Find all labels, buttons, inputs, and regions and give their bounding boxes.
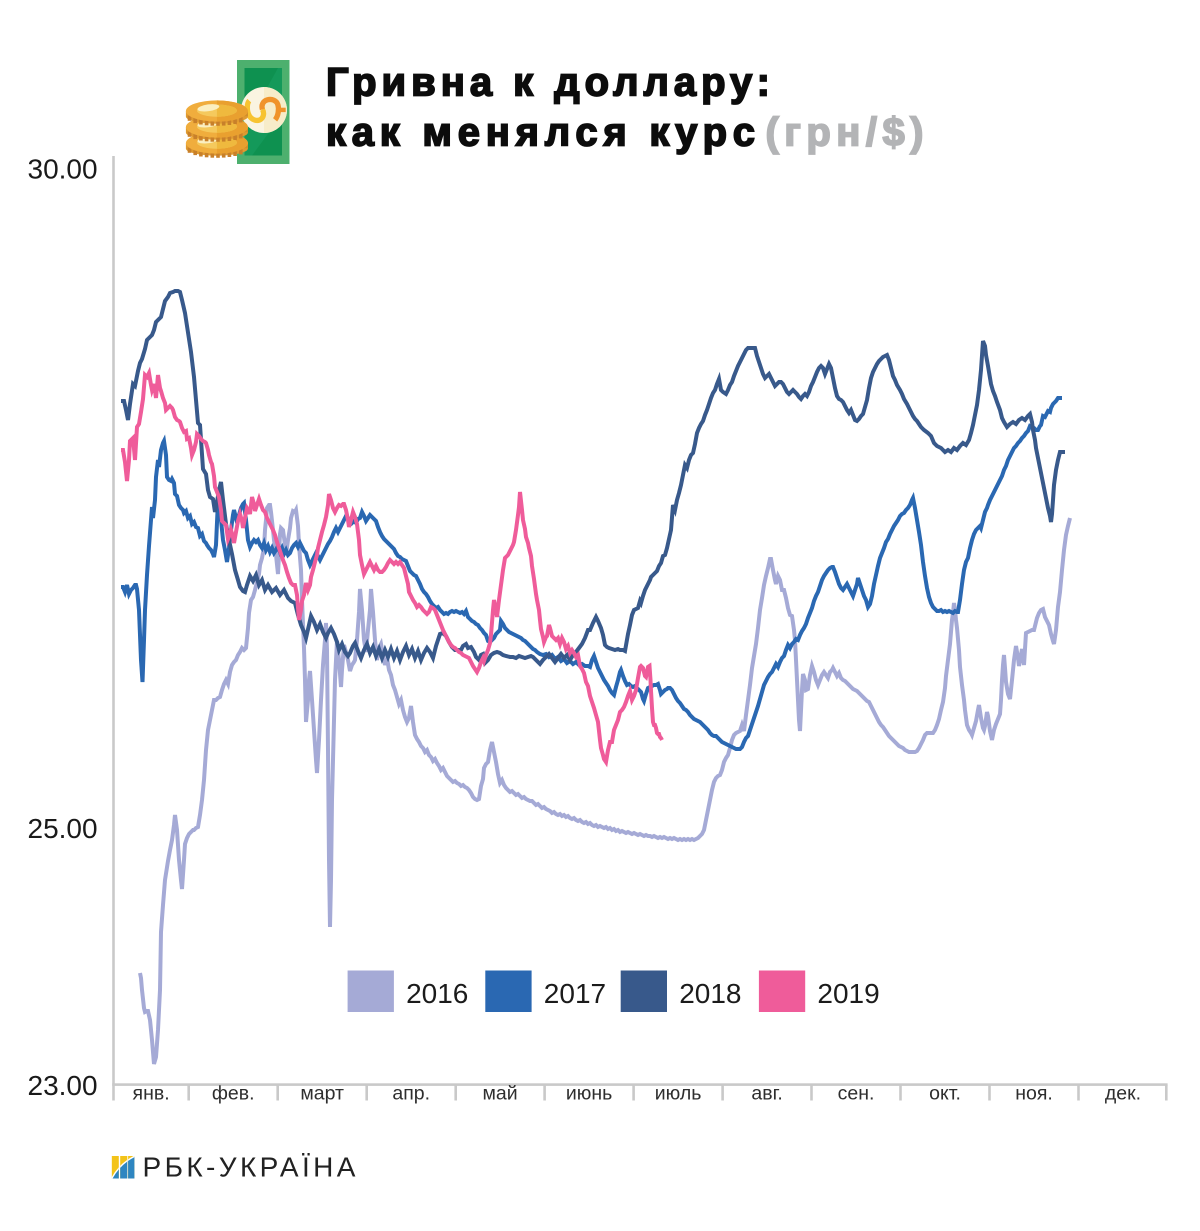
svg-text:янв.: янв. [133,1083,170,1105]
svg-text:июль: июль [655,1083,702,1105]
svg-text:ноя.: ноя. [1015,1083,1053,1105]
svg-text:(грн/$): (грн/$) [766,111,924,155]
svg-text:фев.: фев. [212,1083,255,1105]
svg-text:Гривна к доллару:: Гривна к доллару: [326,61,770,105]
svg-text:30.00: 30.00 [28,154,98,185]
svg-text:25.00: 25.00 [28,813,98,844]
svg-text:май: май [483,1083,518,1105]
svg-text:2016: 2016 [406,978,468,1009]
svg-text:сен.: сен. [838,1083,875,1105]
svg-text:дек.: дек. [1105,1083,1141,1105]
svg-text:2017: 2017 [544,978,606,1009]
svg-text:окт.: окт. [929,1083,961,1105]
svg-text:авг.: авг. [751,1083,782,1105]
svg-text:июнь: июнь [566,1083,612,1105]
svg-text:РБК-УКРАЇНА: РБК-УКРАЇНА [143,1151,359,1182]
svg-text:2019: 2019 [817,978,879,1009]
svg-text:23.00: 23.00 [28,1070,98,1101]
svg-text:2018: 2018 [679,978,741,1009]
svg-text:март: март [300,1083,344,1105]
svg-text:апр.: апр. [392,1083,430,1105]
